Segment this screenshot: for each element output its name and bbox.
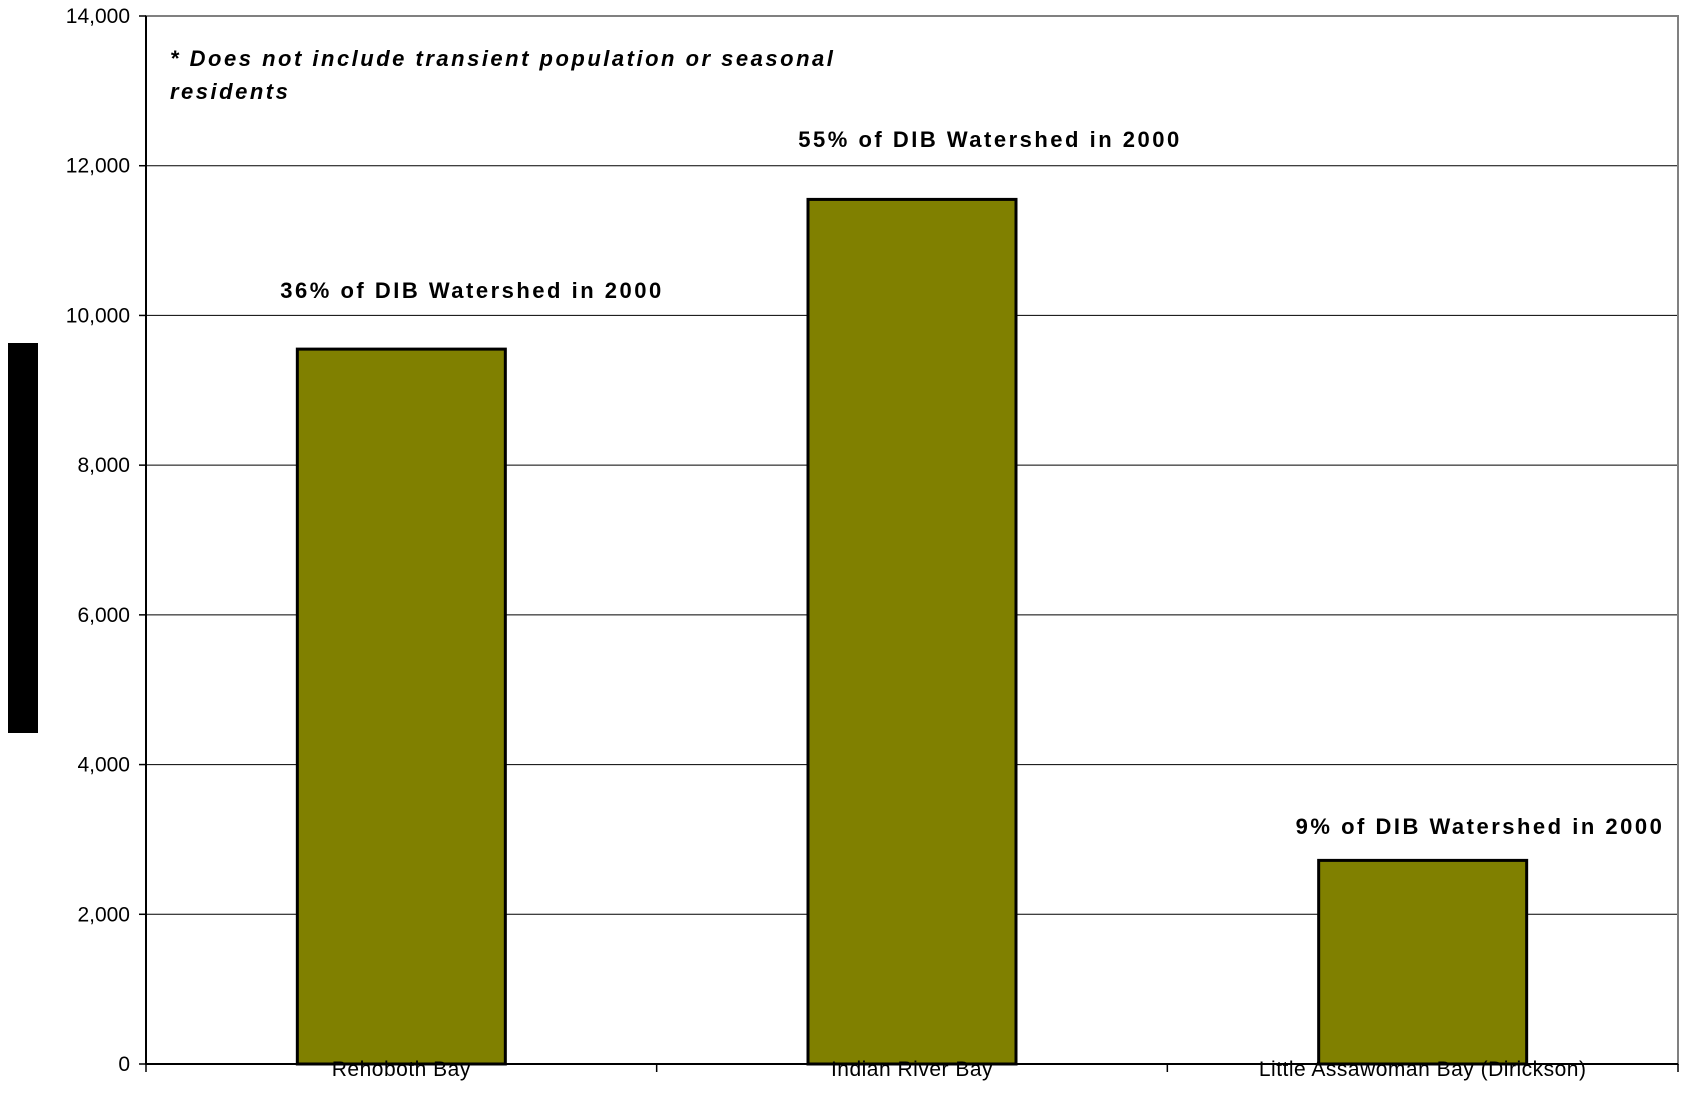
- bar-annotation: 36% of DIB Watershed in 2000: [280, 278, 663, 303]
- bar: [295, 347, 507, 1066]
- y-tick-label: 2,000: [77, 903, 130, 926]
- y-tick-label: 0: [118, 1053, 130, 1076]
- bar-annotations: 36% of DIB Watershed in 2000 55% of DIB W…: [280, 127, 1665, 839]
- y-tick-label: 8,000: [77, 454, 130, 477]
- bars: [295, 197, 1529, 1066]
- axes: [145, 15, 1679, 1072]
- x-tick-label: Little Assawoman Bay (Dirickson): [1259, 1058, 1587, 1081]
- y-tick-label: 12,000: [66, 155, 130, 178]
- x-tick-labels: Rehoboth Bay Indian River Bay Little Assaw…: [332, 1058, 1587, 1081]
- bar: [806, 197, 1018, 1066]
- y-axis-label-block: [8, 343, 38, 733]
- y-tick-label: 4,000: [77, 754, 130, 777]
- bar: [1317, 858, 1529, 1066]
- x-tick-label: Rehoboth Bay: [332, 1058, 471, 1081]
- y-tick-label: 14,000: [66, 5, 130, 28]
- y-tick-labels: 0 2,000 4,000 6,000 8,000 10,000 12,000 14,000: [66, 5, 146, 1076]
- y-tick-label: 10,000: [66, 304, 130, 327]
- bar-annotation: 55% of DIB Watershed in 2000: [798, 127, 1181, 152]
- bar-annotation: 9% of DIB Watershed in 2000: [1296, 814, 1665, 839]
- x-tick-label: Indian River Bay: [831, 1058, 993, 1081]
- y-tick-label: 6,000: [77, 604, 130, 627]
- note-line-2: residents: [170, 79, 290, 104]
- note-line-1: * Does not include transient population …: [170, 46, 835, 71]
